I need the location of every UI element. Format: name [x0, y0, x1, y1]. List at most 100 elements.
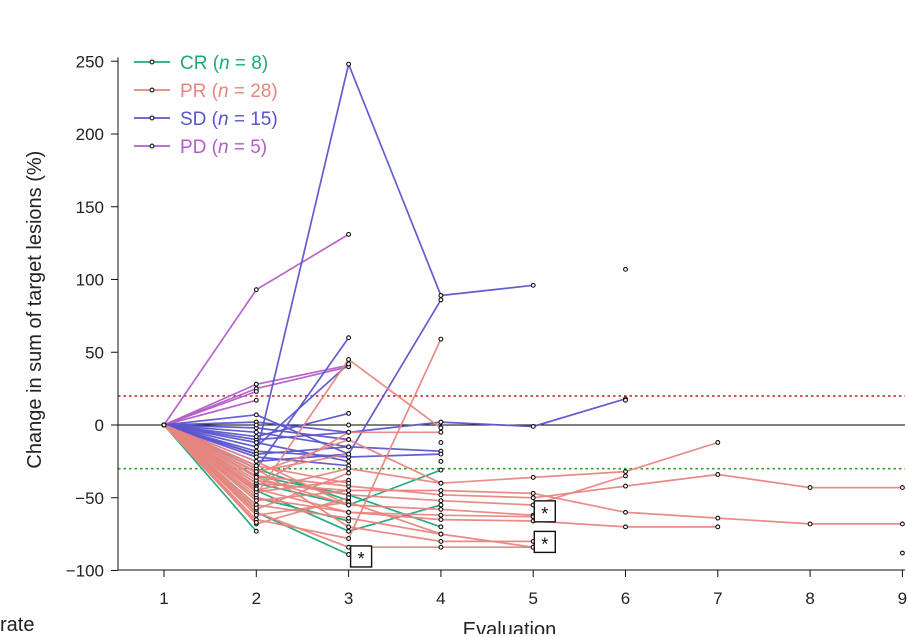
data-point-pr: [161, 422, 167, 428]
data-point-pr: [623, 524, 628, 530]
data-point-pr: [253, 469, 259, 475]
data-point-pr: [438, 506, 444, 512]
data-point-pr: [715, 472, 721, 477]
data-point: [438, 458, 444, 464]
data-point-pr: [253, 505, 259, 511]
data-point-pr: [346, 357, 352, 362]
series-line-sd-16: [163, 424, 441, 458]
data-point-pr: [346, 466, 352, 472]
data-point-pd: [253, 389, 259, 394]
x-tick-label: 6: [621, 589, 630, 608]
data-point-pr: [253, 458, 259, 464]
y-tick-label: −50: [75, 489, 104, 508]
data-point-pr: [899, 521, 905, 527]
data-point-pr: [623, 509, 628, 515]
data-point-pr: [530, 474, 536, 480]
data-point-sd: [346, 335, 352, 341]
x-tick-label: 5: [528, 589, 537, 608]
data-point-pr: [438, 531, 444, 537]
y-axis-label: Change in sum of target lesions (%): [24, 151, 46, 469]
data-point-pr: [346, 515, 352, 521]
annotation-box: [349, 545, 373, 568]
series-line-pr-37: [163, 358, 442, 496]
x-tick-label: 9: [898, 589, 907, 608]
data-point-sd: [253, 429, 259, 435]
data-point: [346, 422, 352, 428]
data-point: [623, 266, 628, 272]
data-point-pr: [438, 498, 444, 504]
left-bottom-fragment: rate: [0, 614, 35, 636]
data-point-pr: [346, 429, 352, 435]
data-point-pr: [253, 474, 259, 480]
legend-marker-cr: [149, 59, 155, 65]
data-point-sd: [346, 458, 352, 464]
annotation-asterisk: *: [358, 549, 365, 569]
data-point-sd: [346, 444, 352, 450]
series-line-pr-50: [163, 424, 257, 524]
data-point-cr: [438, 524, 444, 530]
data-point-pr: [715, 440, 721, 445]
data-point: [346, 509, 352, 515]
data-point-pr: [438, 488, 444, 493]
data-point-sd: [530, 282, 536, 288]
data-point-sd: [253, 444, 259, 450]
y-tick-label: 250: [76, 52, 104, 71]
data-point: [253, 422, 259, 428]
x-tick-label: 7: [713, 589, 722, 608]
data-point-pr: [346, 502, 352, 508]
data-point-pr: [253, 498, 259, 504]
data-point-pr: [346, 524, 352, 530]
data-point-pr: [438, 492, 444, 498]
data-point-pr: [438, 517, 444, 523]
data-point-pr: [807, 521, 813, 527]
data-point-sd: [346, 61, 352, 67]
data-point-pr: [623, 473, 628, 479]
data-point-pr: [346, 536, 352, 541]
data-point-sd: [438, 297, 444, 303]
data-point-pr: [715, 524, 721, 530]
data-point-pd: [253, 287, 259, 293]
data-point-sd: [530, 424, 536, 429]
data-point-pr: [438, 429, 444, 435]
annotations: * * *: [349, 500, 556, 569]
data-point-sd: [438, 419, 444, 425]
x-axis-label: Evaluation: [463, 619, 556, 634]
x-tick-label: 8: [805, 589, 814, 608]
legend-marker-pd: [149, 143, 155, 149]
x-tick-label: 1: [159, 589, 168, 608]
data-point-pr: [253, 520, 259, 525]
data-point-pd: [253, 397, 259, 403]
data-point-pr: [438, 544, 444, 550]
x-tick-label: 4: [436, 589, 445, 608]
annotation-asterisk: *: [541, 504, 548, 524]
data-point-pr: [346, 480, 352, 486]
annotation-asterisk: *: [541, 534, 548, 554]
series-line-pd-4: [163, 399, 257, 426]
data-point: [899, 550, 905, 556]
data-point-pr: [253, 463, 259, 469]
legend-label-sd: SD (n = 15): [180, 109, 278, 130]
data-point-sd: [253, 454, 259, 460]
data-point-pr: [346, 470, 352, 476]
legend-label-pr: PR (n = 28): [180, 81, 278, 102]
data-point-sd: [438, 451, 444, 457]
data-point-cr: [253, 528, 259, 534]
series-line-pr-36: [163, 338, 442, 540]
data-point-pr: [623, 483, 628, 489]
data-point-pr: [899, 485, 905, 491]
legend-label-cr: CR (n = 8): [180, 53, 268, 74]
data-point-pr: [438, 480, 444, 486]
data-point-sd: [346, 410, 352, 416]
data-point-cr: [346, 528, 352, 534]
data-point-pr: [346, 488, 352, 493]
data-point: [623, 397, 628, 403]
annotation-box: [533, 530, 556, 554]
legend: CR (n = 8) PR (n = 28) SD (n = 15) PD (n = …: [134, 53, 278, 158]
x-tick-label: 3: [344, 589, 353, 608]
y-tick-label: 50: [85, 343, 104, 362]
data-point-pr: [530, 490, 536, 496]
series-line-sd-9: [163, 397, 626, 441]
data-point-cr: [438, 467, 444, 473]
data-point-pr: [715, 515, 721, 521]
